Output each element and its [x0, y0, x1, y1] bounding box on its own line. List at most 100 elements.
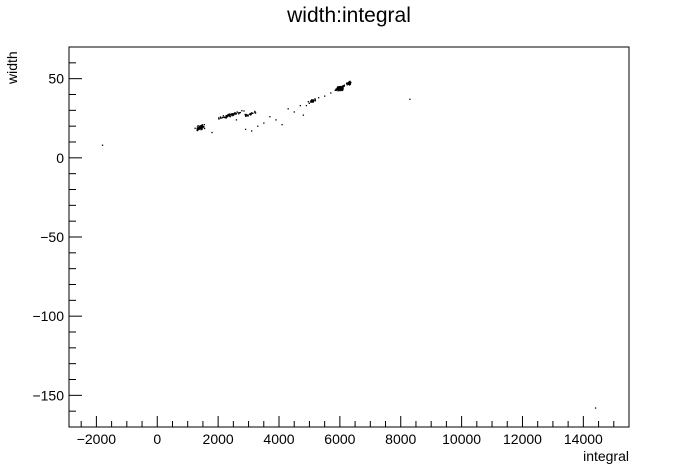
y-axis-title: width [4, 51, 20, 85]
data-point [305, 104, 308, 107]
data-point [194, 127, 196, 129]
data-point [196, 129, 198, 132]
data-point [244, 113, 246, 116]
data-point [299, 104, 301, 107]
data-point [245, 115, 247, 117]
data-point [238, 112, 241, 114]
y-axis: 50 0 −50 −100 −150 [32, 46, 82, 428]
data-point [243, 110, 245, 112]
data-point [281, 123, 283, 126]
data-point [342, 88, 344, 90]
data-point [222, 115, 225, 117]
data-point [225, 115, 227, 117]
data-point [218, 117, 220, 119]
data-point [338, 87, 341, 89]
data-point [338, 88, 341, 91]
data-point [226, 116, 228, 118]
data-point [246, 114, 248, 117]
data-point [198, 125, 201, 128]
data-point [228, 115, 230, 117]
data-point [314, 100, 317, 102]
data-point [324, 95, 326, 97]
data-point [350, 81, 352, 84]
data-point [336, 88, 339, 90]
data-point [201, 126, 203, 128]
chart-title: width:integral [286, 4, 411, 27]
data-point [340, 87, 342, 89]
data-point [201, 127, 203, 129]
data-point [221, 117, 223, 119]
plot-frame [68, 46, 630, 428]
data-point [244, 128, 247, 131]
data-point [233, 112, 235, 115]
data-point [219, 116, 222, 118]
data-point [341, 87, 344, 89]
data-point [247, 115, 249, 117]
y-tick-label: −100 [32, 308, 64, 324]
data-point [229, 116, 231, 118]
data-point [232, 114, 235, 116]
data-point [338, 86, 341, 88]
data-point [203, 123, 205, 126]
data-point [198, 128, 200, 130]
data-point [236, 111, 238, 113]
data-point [249, 114, 252, 116]
data-point [199, 126, 201, 128]
data-point [337, 88, 339, 90]
data-point [200, 124, 203, 127]
data-point [238, 113, 240, 115]
data-point [219, 117, 222, 119]
data-point [252, 112, 254, 114]
data-point [239, 111, 241, 114]
x-tick-label: 12000 [503, 431, 542, 447]
data-point [202, 126, 204, 129]
data-point [348, 80, 351, 83]
data-point [335, 89, 337, 92]
data-point [250, 112, 253, 114]
data-point [245, 114, 247, 116]
data-point [226, 114, 229, 117]
data-point [302, 114, 305, 116]
data-point [343, 84, 346, 86]
data-point [201, 128, 203, 130]
data-point [101, 144, 104, 146]
x-tick-label: 8000 [385, 431, 416, 447]
data-point [341, 89, 343, 92]
data-point [201, 125, 203, 127]
data-point [222, 116, 224, 119]
y-tick-label: 0 [56, 150, 64, 166]
data-point [202, 125, 204, 127]
data-point [254, 112, 256, 114]
data-point [349, 82, 351, 84]
data-point [343, 85, 345, 87]
x-tick-label: 6000 [324, 431, 355, 447]
data-point [232, 113, 235, 116]
data-point [229, 113, 231, 115]
y-tick-label: 50 [48, 71, 64, 87]
x-tick-label: 2000 [203, 431, 234, 447]
data-point [198, 127, 201, 129]
x-axis: −2000 0 2000 4000 6000 8000 10000 12000 14000 [77, 416, 630, 447]
data-point [196, 128, 198, 130]
y-tick-label: −150 [32, 387, 64, 403]
data-point [269, 116, 271, 118]
data-point [409, 98, 411, 100]
data-point [347, 83, 349, 85]
data-point [231, 113, 233, 115]
data-point [340, 86, 342, 89]
data-point [339, 90, 341, 92]
data-point [594, 407, 597, 409]
data-point [334, 89, 336, 91]
data-point [337, 87, 339, 89]
data-point [312, 99, 314, 102]
data-point [232, 114, 234, 116]
data-point [223, 116, 226, 118]
data-point [338, 87, 340, 89]
data-point [249, 113, 252, 115]
data-point [342, 85, 344, 87]
data-point [234, 112, 236, 114]
data-point [349, 83, 351, 85]
data-point [317, 97, 320, 99]
data-point [234, 113, 237, 115]
x-tick-label: 4000 [263, 431, 294, 447]
